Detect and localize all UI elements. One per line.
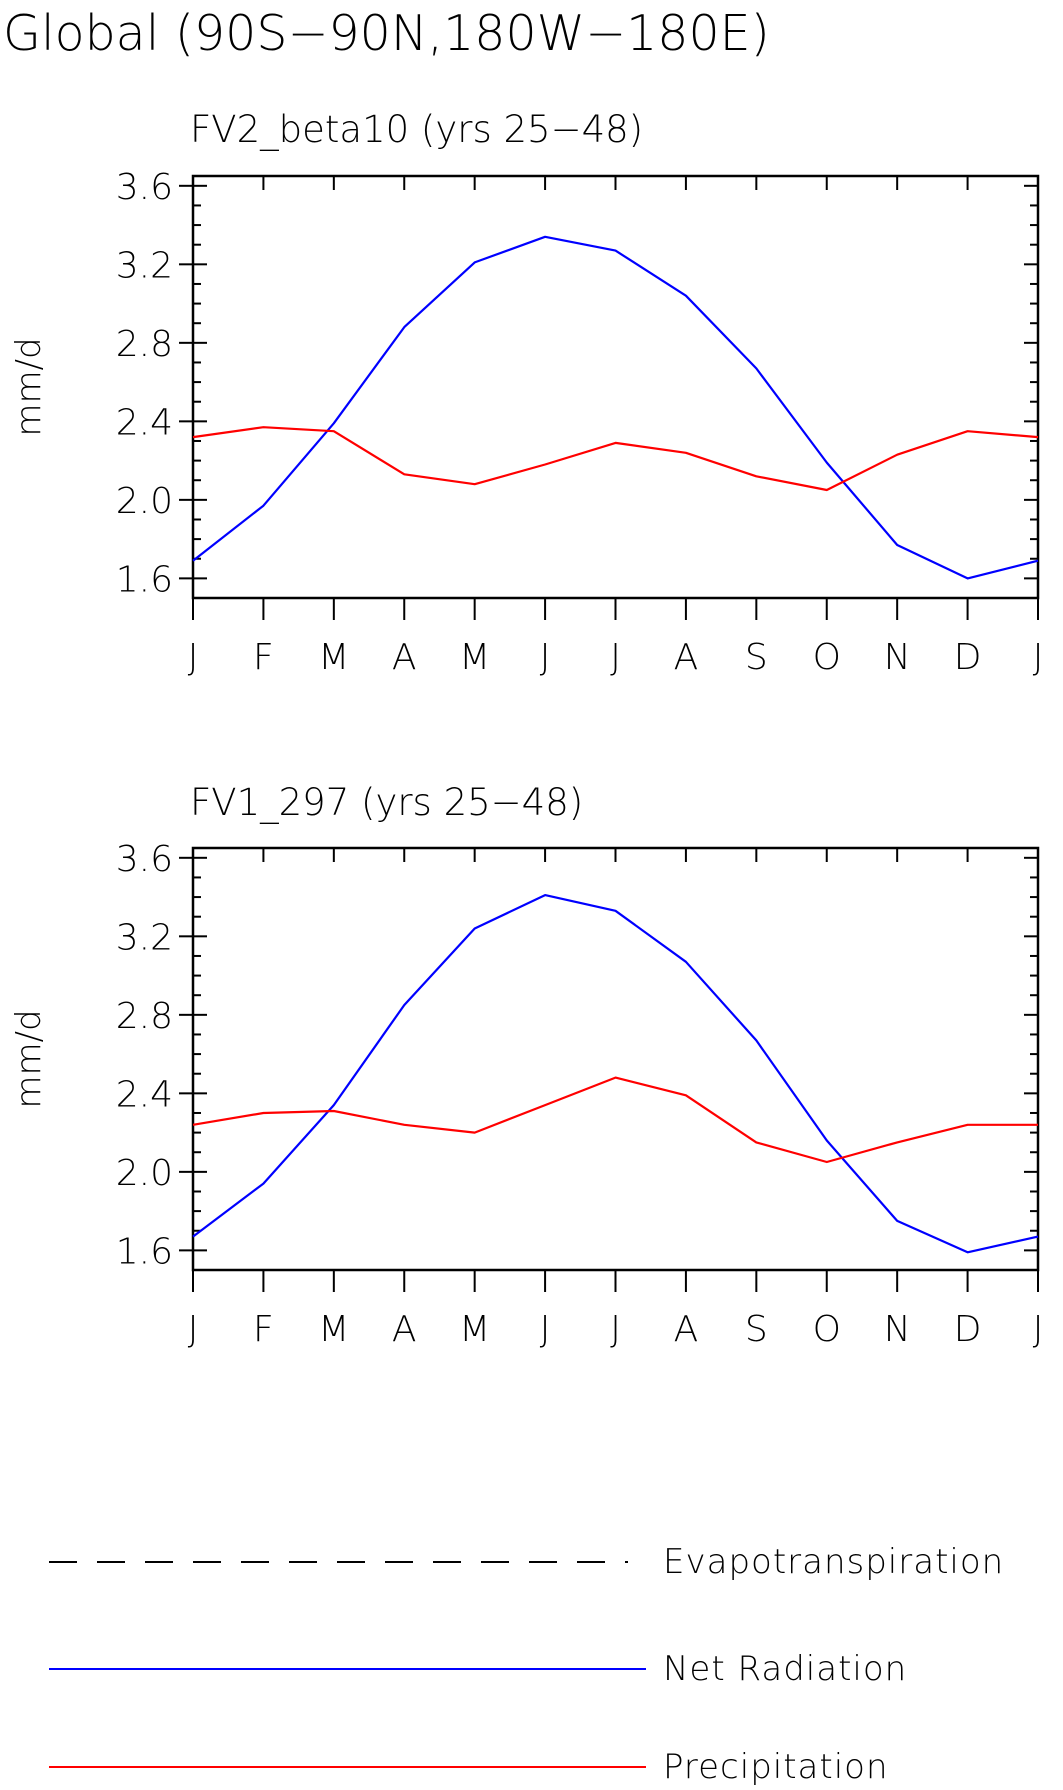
x-tick-label: J [540,1309,551,1350]
x-tick-label: J [610,1309,621,1350]
x-tick-label: J [1033,1309,1044,1350]
legend-label-net-radiation: Net Radiation [663,1649,907,1689]
figure-title: Global (90S−90N,180W−180E) [3,5,770,62]
x-tick-label: A [392,1309,417,1350]
y-tick-label: 3.2 [116,917,173,958]
y-tick-label: 1.6 [116,1231,173,1272]
y-tick-label: 2.0 [116,1153,173,1194]
y-tick-label: 2.4 [116,402,173,443]
y-tick-label: 3.6 [116,839,173,880]
y-tick-label: 2.0 [116,481,173,522]
x-tick-label: A [392,637,417,678]
panel-title: FV1_297 (yrs 25−48) [190,781,583,825]
series-line-precipitation [192,1076,1038,1164]
x-tick-label: J [540,637,551,678]
plot-frame [191,174,1040,600]
legend-label-evapotranspiration: Evapotranspiration [663,1542,1004,1582]
y-tick-label: 3.6 [116,167,173,208]
legend-label-precipitation: Precipitation [663,1747,889,1787]
panel-fv1-297: FV1_297 (yrs 25−48) 1.6 2.0 2.4 2.8 3.2 3.6 J F… [9,781,1043,1350]
x-tick-label: M [459,1309,490,1350]
x-tick-label: M [318,1309,349,1350]
y-tick-label: 2.4 [116,1074,173,1115]
x-tick-label: J [610,637,621,678]
x-tick-label: J [188,1309,199,1350]
series-line-net-radiation [192,893,1039,1254]
x-tick-label: O [813,1309,841,1350]
x-tick-label: S [745,1309,768,1350]
series-line-precipitation [192,426,1039,492]
x-tick-label: J [1033,637,1044,678]
x-tick-label: D [954,1309,982,1350]
x-tick-label: O [813,637,841,678]
panel-fv2-beta10: FV2_beta10 (yrs 25−48) 1.6 2.0 2.4 2.8 3.2 3.… [9,108,1043,678]
x-tick-label: A [674,1309,699,1350]
series-line-net-radiation [192,235,1039,580]
x-tick-label: F [253,637,274,678]
y-tick-label: 3.2 [116,245,173,286]
legend: Evapotranspiration Net Radiation Precipi… [49,1542,1004,1787]
y-tick-label: 2.8 [116,996,173,1037]
x-tick-label: S [745,637,768,678]
x-tick-label: M [318,637,349,678]
x-tick-label: A [674,637,699,678]
y-axis-label: mm/d [9,1009,49,1108]
x-tick-label: D [954,637,982,678]
y-axis-label: mm/d [9,337,49,436]
x-tick-label: N [884,637,911,678]
x-tick-label: N [884,1309,911,1350]
y-tick-label: 2.8 [116,324,173,365]
y-tick-label: 1.6 [116,559,173,600]
x-tick-label: M [459,637,490,678]
panel-title: FV2_beta10 (yrs 25−48) [190,108,643,152]
x-tick-label: J [188,637,199,678]
x-tick-label: F [253,1309,274,1350]
